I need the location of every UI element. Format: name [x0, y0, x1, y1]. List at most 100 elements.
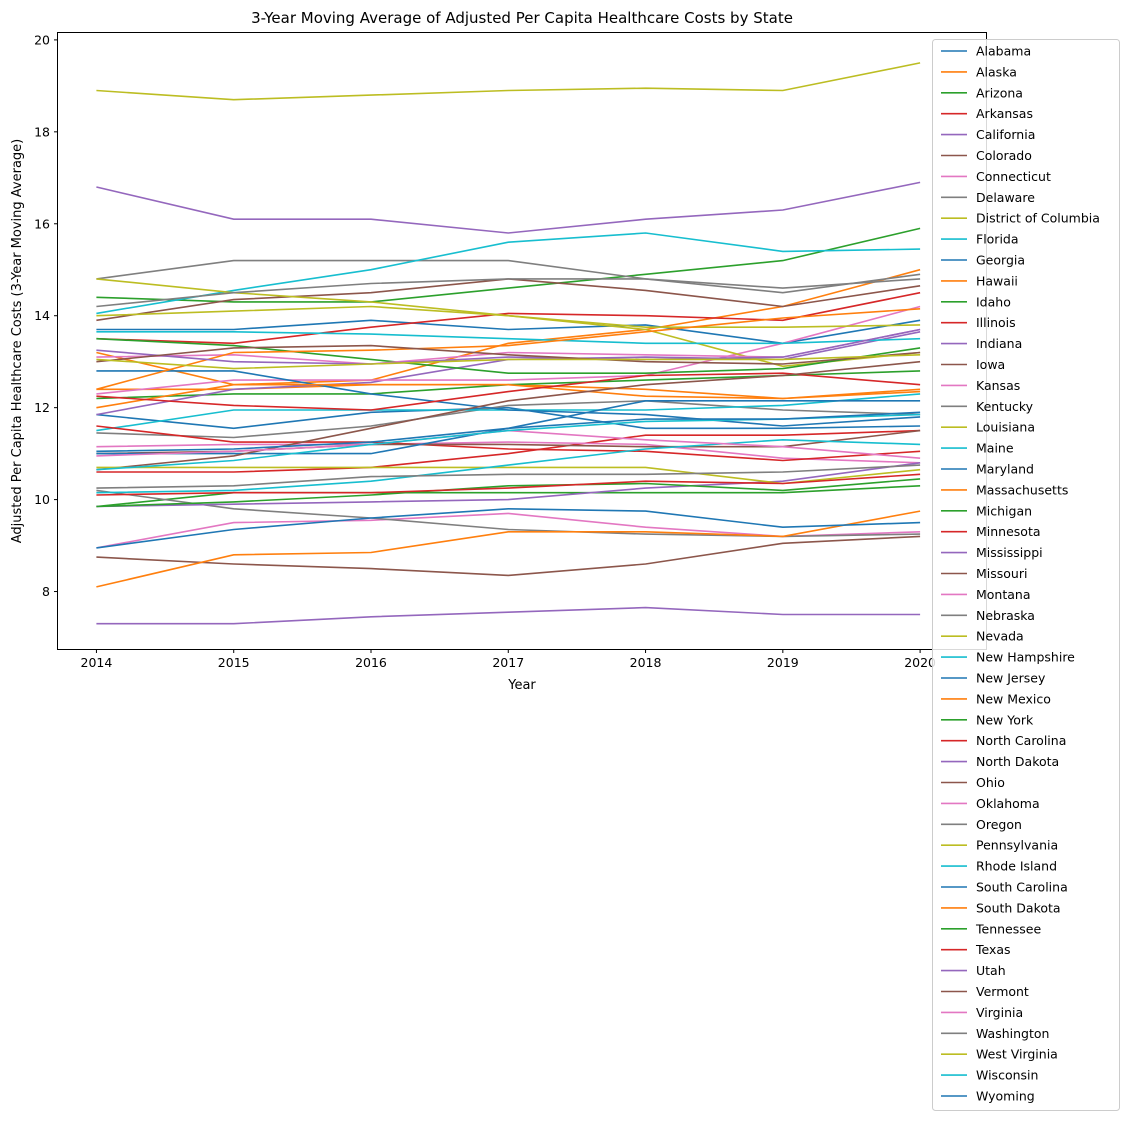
legend-label-arkansas: Arkansas	[976, 106, 1033, 121]
legend-label-georgia: Georgia	[976, 253, 1025, 268]
x-tick-label: 2016	[355, 655, 387, 670]
series-line-georgia	[96, 406, 921, 430]
series-line-colorado	[96, 535, 921, 577]
legend-label-new-hampshire: New Hampshire	[976, 650, 1075, 665]
series-line-ohio	[96, 360, 921, 471]
series-line-nevada	[96, 305, 921, 329]
legend-label-wisconsin: Wisconsin	[976, 1068, 1038, 1083]
series-line-kansas	[96, 305, 921, 395]
legend-label-south-dakota: South Dakota	[976, 900, 1061, 915]
y-tick-label: 18	[34, 124, 50, 139]
series-line-south-dakota	[96, 308, 921, 391]
legend-label-wyoming: Wyoming	[976, 1089, 1035, 1104]
series-line-connecticut	[96, 441, 921, 464]
series-line-delaware	[96, 259, 921, 289]
x-tick-label: 2015	[218, 655, 250, 670]
series-line-mississippi	[96, 606, 921, 625]
legend-label-maine: Maine	[976, 441, 1014, 456]
y-tick-label: 10	[34, 492, 50, 507]
series-line-arizona	[96, 227, 921, 303]
series-line-washington	[96, 464, 921, 489]
series-line-south-carolina	[96, 507, 921, 549]
legend-label-montana: Montana	[976, 587, 1031, 602]
legend-label-massachusetts: Massachusetts	[976, 482, 1068, 497]
series-line-illinois	[96, 291, 921, 345]
legend-label-florida: Florida	[976, 232, 1019, 247]
legend-label-oregon: Oregon	[976, 817, 1022, 832]
y-axis-label: Adjusted Per Capita Healthcare Costs (3-…	[10, 139, 25, 543]
series-line-tennessee	[96, 478, 921, 508]
y-tick-label: 20	[34, 32, 50, 47]
legend-box	[932, 39, 1120, 1111]
series-line-california	[96, 181, 921, 234]
series-line-west-virginia	[96, 354, 921, 370]
series-line-new-mexico	[96, 510, 921, 588]
legend-label-texas: Texas	[975, 942, 1011, 957]
legend-label-delaware: Delaware	[976, 190, 1035, 205]
legend-label-south-carolina: South Carolina	[976, 880, 1068, 895]
legend-label-iowa: Iowa	[976, 357, 1005, 372]
legend-label-indiana: Indiana	[976, 336, 1022, 351]
legend-label-minnesota: Minnesota	[976, 524, 1041, 539]
legend-label-kansas: Kansas	[976, 378, 1020, 393]
series-line-oregon	[96, 273, 921, 308]
x-tick-label: 2018	[630, 655, 662, 670]
legend-label-west-virginia: West Virginia	[976, 1047, 1058, 1062]
legend-label-louisiana: Louisiana	[976, 420, 1035, 435]
legend-label-rhode-island: Rhode Island	[976, 859, 1057, 874]
series-line-north-dakota	[96, 462, 921, 508]
series-line-new-hampshire	[96, 330, 921, 345]
series-lines	[96, 62, 921, 625]
series-line-maryland	[96, 370, 921, 427]
legend-label-north-dakota: North Dakota	[976, 754, 1059, 769]
legend-label-missouri: Missouri	[976, 566, 1027, 581]
legend-label-new-mexico: New Mexico	[976, 691, 1051, 706]
y-tick-label: 8	[42, 584, 50, 599]
legend-label-north-carolina: North Carolina	[976, 733, 1066, 748]
legend-label-colorado: Colorado	[976, 148, 1032, 163]
legend-label-alabama: Alabama	[976, 44, 1031, 59]
series-line-rhode-island	[96, 438, 921, 494]
legend-label-alaska: Alaska	[976, 64, 1017, 79]
series-line-wyoming	[96, 411, 921, 453]
legend: Alabama Alaska Arizona Arkansas California Co…	[932, 39, 1120, 1111]
legend-label-nebraska: Nebraska	[976, 608, 1035, 623]
legend-label-california: California	[976, 127, 1035, 142]
series-line-arkansas	[96, 429, 921, 473]
x-tick-label: 2020	[904, 655, 936, 670]
legend-label-michigan: Michigan	[976, 503, 1032, 518]
legend-label-district-of-columbia: District of Columbia	[976, 211, 1100, 226]
series-line-district-of-columbia	[96, 62, 921, 101]
legend-label-ohio: Ohio	[976, 775, 1005, 790]
legend-label-maryland: Maryland	[976, 462, 1034, 477]
legend-label-arizona: Arizona	[976, 85, 1023, 100]
legend-label-tennessee: Tennessee	[975, 921, 1041, 936]
legend-label-washington: Washington	[976, 1026, 1049, 1041]
series-line-massachusetts	[96, 383, 921, 409]
legend-label-new-jersey: New Jersey	[976, 671, 1046, 686]
y-axis-ticks: 8 10 12 14 16 18 20	[34, 32, 58, 599]
legend-label-pennsylvania: Pennsylvania	[976, 838, 1058, 853]
x-tick-label: 2014	[81, 655, 113, 670]
legend-label-idaho: Idaho	[976, 294, 1011, 309]
x-axis-label: Year	[507, 678, 536, 693]
series-line-minnesota	[96, 425, 921, 462]
legend-label-virginia: Virginia	[976, 1005, 1023, 1020]
chart-title: 3-Year Moving Average of Adjusted Per Ca…	[251, 9, 793, 27]
x-tick-label: 2017	[492, 655, 524, 670]
series-line-new-york	[96, 337, 921, 375]
y-tick-label: 12	[34, 400, 50, 415]
legend-label-mississippi: Mississippi	[976, 545, 1043, 560]
y-tick-label: 16	[34, 216, 50, 231]
series-line-vermont	[96, 344, 921, 365]
series-line-pennsylvania	[96, 466, 921, 485]
series-line-utah	[96, 328, 921, 365]
legend-label-illinois: Illinois	[976, 315, 1016, 330]
series-line-texas	[96, 473, 921, 496]
legend-label-vermont: Vermont	[976, 984, 1029, 999]
series-line-florida	[96, 232, 921, 315]
x-tick-label: 2019	[767, 655, 799, 670]
y-tick-label: 14	[34, 308, 50, 323]
series-line-kentucky	[96, 399, 921, 439]
